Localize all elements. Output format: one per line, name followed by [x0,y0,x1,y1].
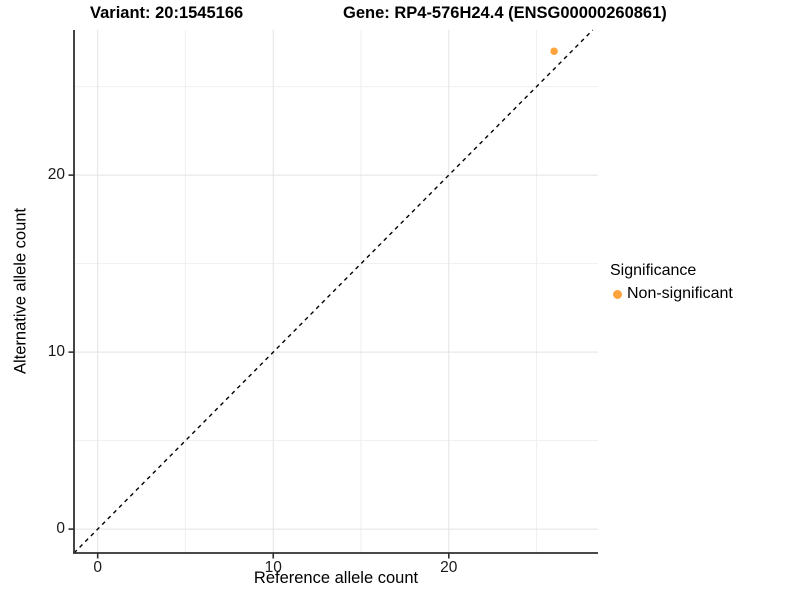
legend-item: Non-significant [610,285,733,303]
legend-item-label: Non-significant [627,285,733,302]
grid-minor [74,30,598,553]
x-tick-label: 20 [440,559,458,576]
grid-major [74,30,598,553]
data-point [550,47,558,56]
legend-title: Significance [610,262,697,279]
axis-tick-marks [68,174,450,559]
y-tick-label: 20 [47,166,65,184]
y-tick-label: 0 [56,520,65,538]
x-tick-label: 0 [93,559,102,576]
legend: Significance Non-significant [610,262,733,303]
x-axis-label: Reference allele count [253,569,419,587]
x-tick-label: 10 [264,559,282,576]
plot-title-variant: Variant: 20:1545166 [90,4,244,22]
plot-title-gene: Gene: RP4-576H24.4 (ENSG00000260861) [343,4,667,22]
plot-panel [74,30,598,553]
legend-point-marker-icon [613,289,622,299]
identity-reference-line [73,29,594,554]
y-tick-label: 10 [47,343,65,361]
